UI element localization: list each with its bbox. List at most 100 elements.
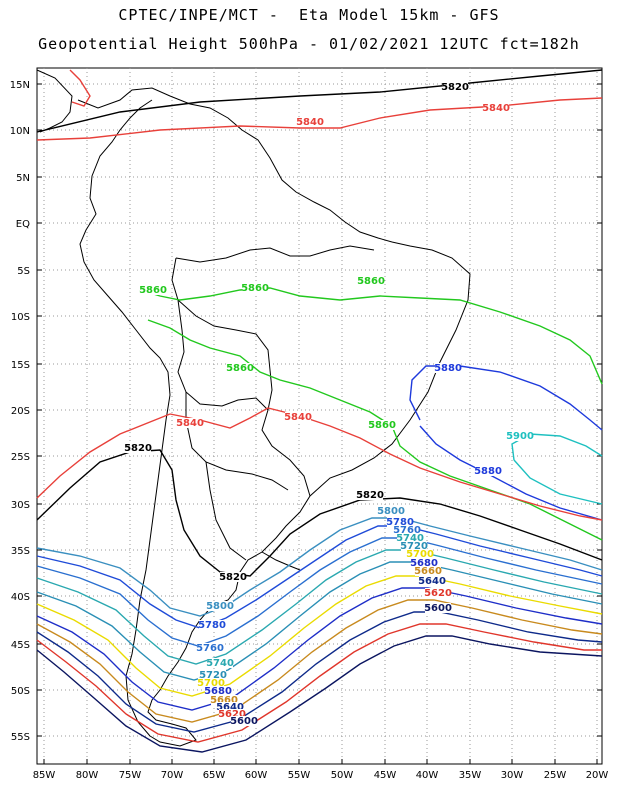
contour-label-bg [507, 431, 533, 441]
contour-label-bg [125, 443, 151, 453]
lat-label: 20S [11, 406, 30, 417]
contour-label-l5620-e: 5620 [424, 588, 452, 599]
contour-label-l5860-d: 5860 [226, 363, 254, 374]
contour-label-bg [242, 283, 268, 293]
contour-5820-north [36, 69, 603, 133]
contour-label-bg [425, 603, 451, 613]
contour-label-l5860-c: 5860 [357, 276, 385, 287]
contour-label-bg [483, 103, 509, 113]
lon-label: 45W [374, 770, 397, 781]
lat-label: 5S [17, 266, 30, 277]
contour-label-l5900: 5900 [506, 431, 534, 442]
grid-lines [37, 68, 602, 764]
contour-label-l5880-a: 5880 [434, 363, 462, 374]
contour-label-l5820-w: 5820 [124, 443, 152, 454]
contour-label-l5760-w: 5760 [196, 643, 224, 654]
map-frame [36, 67, 603, 765]
contour-label-bg [207, 658, 233, 668]
lon-label: 85W [33, 770, 56, 781]
contour-label-l5820-n: 5820 [441, 82, 469, 93]
lat-label: 5N [16, 173, 30, 184]
contour-label-l5640-e: 5640 [418, 576, 446, 587]
contour-label-bg [407, 549, 433, 559]
lat-label: 10N [10, 126, 30, 137]
contour-label-bg [397, 533, 423, 543]
contour-label-bg [378, 506, 404, 516]
contour-label-l5780-w: 5780 [198, 620, 226, 631]
contour-5680 [36, 587, 603, 711]
lon-label: 20W [586, 770, 609, 781]
lat-label: 30S [11, 500, 30, 511]
contour-5840-south [36, 407, 603, 521]
contour-label-bg [411, 558, 437, 568]
contour-label-bg [357, 490, 383, 500]
contour-label-bg [211, 695, 237, 705]
contour-label-bg [207, 601, 233, 611]
lon-label: 30W [501, 770, 524, 781]
contour-label-bg [200, 670, 226, 680]
contour-label-bg [425, 588, 451, 598]
contour-label-l5700-w: 5700 [197, 678, 225, 689]
contour-label-l5680-w: 5680 [204, 686, 232, 697]
contour-5800 [36, 517, 603, 617]
map-title-line-2: Geopotential Height 500hPa - 01/02/2021 … [38, 35, 580, 53]
river-plate-coast [261, 551, 301, 571]
brazil-border [171, 245, 375, 497]
contour-label-l5680-e: 5680 [410, 558, 438, 569]
contour-label-l5840-n1: 5840 [296, 117, 324, 128]
contour-label-l5840-s1: 5840 [176, 418, 204, 429]
contour-label-bg [231, 716, 257, 726]
contour-5840-caribbean [69, 69, 91, 107]
contour-label-bg [442, 82, 468, 92]
lon-label: 35W [459, 770, 482, 781]
contour-label-l5740-e: 5740 [396, 533, 424, 544]
contour-5860-main [139, 287, 603, 385]
contour-5620 [36, 623, 602, 743]
contour-labels: 5820 5840 5840 5860 5860 5860 5860 5860 5880 5880… [124, 82, 534, 727]
lat-label: 40S [11, 592, 30, 603]
contour-label-bg [198, 678, 224, 688]
contour-label-bg [285, 412, 311, 422]
lon-label: 50W [331, 770, 354, 781]
contour-label-l5780-e: 5780 [386, 517, 414, 528]
contour-label-l5640-w: 5640 [216, 702, 244, 713]
lat-label: 10S [11, 312, 30, 323]
lon-label: 80W [76, 770, 99, 781]
contour-label-bg [140, 285, 166, 295]
contour-label-bg [177, 418, 203, 428]
contour-5700 [36, 575, 603, 697]
contour-label-l5600-w: 5600 [230, 716, 258, 727]
caribbean-coast [77, 87, 393, 243]
lat-label: 50S [11, 686, 30, 697]
lon-label: 70W [161, 770, 184, 781]
contour-label-bg [394, 525, 420, 535]
contour-label-bg [401, 541, 427, 551]
contour-label-bg [369, 420, 395, 430]
central-america-coast [36, 69, 73, 133]
contour-label-bg [220, 572, 246, 582]
lat-label: 55S [11, 732, 30, 743]
axis-ticks [37, 83, 602, 764]
contour-5740 [36, 549, 603, 665]
contour-label-bg [219, 709, 245, 719]
contour-5780 [36, 525, 603, 629]
contour-label-l5600-e: 5600 [424, 603, 452, 614]
lat-label: 15S [11, 360, 30, 371]
contour-label-bg [197, 643, 223, 653]
contour-label-l5820-e: 5820 [356, 490, 384, 501]
contour-5640 [36, 611, 603, 733]
contour-label-l5620-w: 5620 [218, 709, 246, 720]
lon-label: 60W [245, 770, 268, 781]
south-america-coast [147, 241, 471, 747]
contour-label-l5800-e: 5800 [377, 506, 405, 517]
contour-label-l5740-w: 5740 [206, 658, 234, 669]
contour-label-l5720-e: 5720 [400, 541, 428, 552]
map-title-line-1: CPTEC/INPE/MCT - Eta Model 15km - GFS [118, 6, 500, 24]
contour-5760 [36, 537, 603, 647]
contour-5880-east [409, 365, 603, 431]
lat-label: EQ [16, 219, 30, 230]
coastlines [36, 69, 471, 747]
lat-label: 35S [11, 546, 30, 557]
contour-label-l5720-w: 5720 [199, 670, 227, 681]
